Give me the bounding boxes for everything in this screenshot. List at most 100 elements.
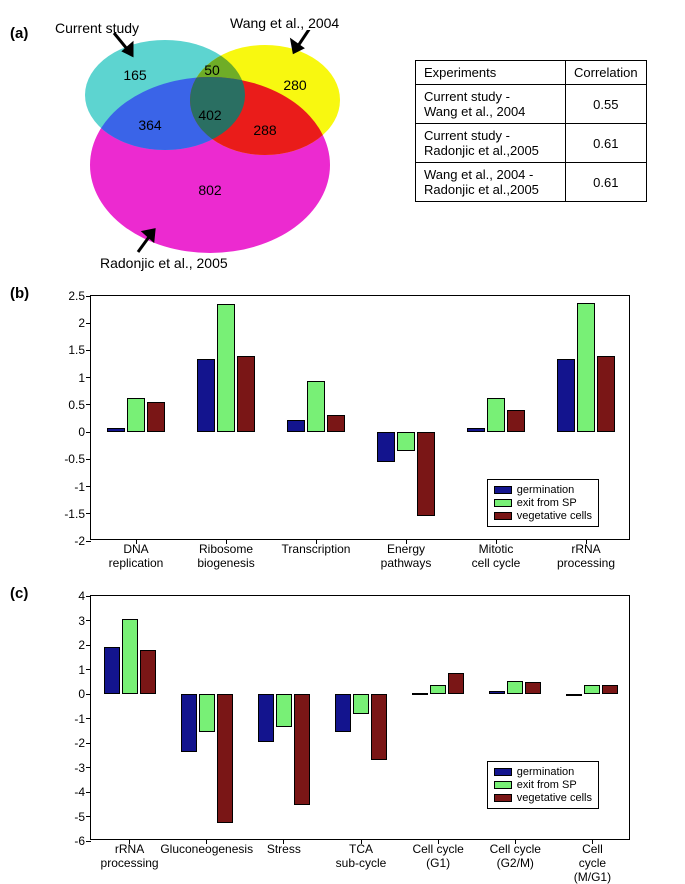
xcat-label: rRNAprocessing [101,843,159,871]
legend-swatch [494,768,512,776]
xcat-label: Cell cycle(G2/M) [490,843,541,871]
bar [602,685,618,694]
ytick-label: 0 [78,687,85,701]
ytick-label: -5 [74,810,85,824]
bar [127,398,145,432]
bar [448,673,464,694]
bar [237,356,255,432]
bar [217,694,233,823]
ytick-label: 0.5 [68,398,85,412]
table-row: Current study -Wang et al., 2004 0.55 [416,85,647,124]
xtick-mark [206,839,207,844]
xcat-label: Gluconeogenesis [160,843,253,857]
bar [507,410,525,432]
ytick-mark [86,323,91,324]
correlation-table: Experiments Correlation Current study -W… [415,60,647,202]
xcat-label: Transcription [282,543,351,557]
ytick-label: 1 [78,371,85,385]
cell-exp: Current study - [424,128,510,143]
legend-row: vegetative cells [494,792,592,804]
legend: germinationexit from SPvegetative cells [487,479,599,527]
legend-label: germination [517,484,574,496]
legend-swatch [494,781,512,789]
arrow-wang [292,30,310,52]
bar [371,694,387,760]
legend-swatch [494,794,512,802]
legend-row: germination [494,766,592,778]
bar [430,685,446,694]
legend-label: vegetative cells [517,510,592,522]
ytick-mark [86,350,91,351]
bar [487,398,505,432]
xtick-mark [592,839,593,844]
ytick-label: 1.5 [68,343,85,357]
xtick-mark [515,839,516,844]
xcat-label: TCAsub-cycle [336,843,387,871]
ytick-mark [86,596,91,597]
xtick-mark [406,539,407,544]
bar [307,381,325,432]
ytick-mark [86,669,91,670]
bar [566,694,582,696]
bar [353,694,369,714]
ytick-mark [86,743,91,744]
ytick-mark [86,767,91,768]
cell-exp: Radonjic et al.,2005 [424,143,539,158]
bar [577,303,595,433]
cell-corr: 0.61 [566,124,647,163]
ytick-label: -1 [74,480,85,494]
panel-c-label: (c) [10,585,28,602]
legend-row: exit from SP [494,779,592,791]
legend-swatch [494,499,512,507]
ytick-label: -6 [74,834,85,848]
ytick-label: 2 [78,638,85,652]
venn-val-cr: 364 [138,117,161,133]
ytick-label: 3 [78,614,85,628]
ytick-mark [86,718,91,719]
ytick-label: -1.5 [64,507,85,521]
cell-corr: 0.61 [566,163,647,202]
xtick-mark [438,839,439,844]
xtick-mark [496,539,497,544]
bar [412,693,428,695]
ytick-mark [86,816,91,817]
cell-exp: Wang et al., 2004 [424,104,525,119]
ytick-mark [86,486,91,487]
cell-exp: Wang et al., 2004 - [424,167,533,182]
legend-row: vegetative cells [494,510,592,522]
bar [258,694,274,742]
xtick-mark [361,839,362,844]
bar [197,359,215,433]
table-row: Current study -Radonjic et al.,2005 0.61 [416,124,647,163]
ytick-label: -4 [74,785,85,799]
xcat-label: Stress [267,843,301,857]
bar [335,694,351,732]
legend-label: vegetative cells [517,792,592,804]
ytick-mark [86,296,91,297]
legend-label: exit from SP [517,497,577,509]
bar [327,415,345,432]
bar [276,694,292,727]
legend-label: germination [517,766,574,778]
chart-c: -6-5-4-3-2-101234rRNAprocessingGluconeog… [90,595,630,840]
bar [147,402,165,432]
venn-diagram: 165 50 280 364 402 288 802 [60,30,370,280]
ytick-mark [86,541,91,542]
xcat-label: Cell cycle(M/G1) [574,843,611,884]
ytick-label: -2 [74,736,85,750]
cell-corr: 0.55 [566,85,647,124]
th-correlation: Correlation [566,61,647,85]
chart-b: -2-1.5-1-0.500.511.522.5DNAreplicationRi… [90,295,630,540]
legend-swatch [494,512,512,520]
ytick-label: 2.5 [68,289,85,303]
panel-b-label: (b) [10,285,29,302]
legend-row: germination [494,484,592,496]
ytick-label: 2 [78,316,85,330]
ytick-label: -0.5 [64,452,85,466]
xtick-mark [283,839,284,844]
xcat-label: Ribosomebiogenesis [197,543,254,571]
legend-row: exit from SP [494,497,592,509]
ytick-label: -3 [74,761,85,775]
ytick-mark [86,645,91,646]
bar [199,694,215,732]
